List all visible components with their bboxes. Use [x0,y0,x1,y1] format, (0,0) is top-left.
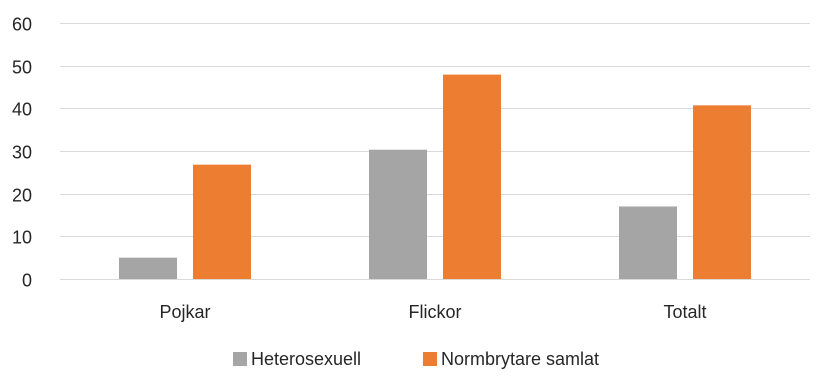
y-tick-label: 20 [12,186,32,206]
y-tick-label: 30 [12,143,32,163]
y-tick-label: 10 [12,228,32,248]
x-axis-tick-labels: Pojkar Flickor Totalt [159,302,706,322]
y-tick-label: 0 [22,271,32,291]
y-tick-label: 40 [12,100,32,120]
bars [119,74,751,279]
gridlines [60,23,810,280]
y-tick-label: 50 [12,58,32,78]
bar-normbrytare-samlat-flickor [443,74,501,279]
bar-normbrytare-samlat-totalt [693,105,751,279]
legend-swatch [233,352,247,366]
bar-normbrytare-samlat-pojkar [193,164,251,279]
y-tick-label: 60 [12,15,32,35]
legend-label: Heterosexuell [251,349,361,369]
y-axis-tick-labels: 0 10 20 30 40 50 60 [12,15,32,291]
bar-heterosexuell-flickor [369,149,427,279]
x-tick-label: Pojkar [159,302,210,322]
legend-swatch [423,352,437,366]
x-tick-label: Totalt [663,302,706,322]
legend: Heterosexuell Normbrytare samlat [233,349,599,369]
bar-heterosexuell-pojkar [119,257,177,279]
bar-heterosexuell-totalt [619,206,677,279]
x-tick-label: Flickor [409,302,462,322]
legend-label: Normbrytare samlat [441,349,599,369]
